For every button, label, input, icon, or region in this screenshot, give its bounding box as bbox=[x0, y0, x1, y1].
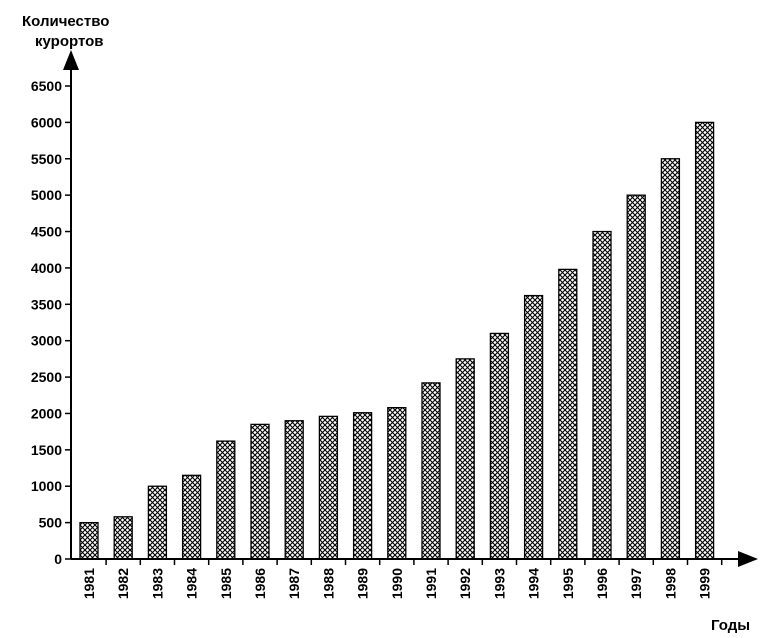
x-tick-label-1990: 1990 bbox=[389, 568, 405, 599]
y-tick-label: 6500 bbox=[31, 78, 62, 94]
y-tick-label: 6000 bbox=[31, 114, 62, 130]
x-tick-label-1988: 1988 bbox=[320, 568, 336, 599]
bar-1999 bbox=[694, 121, 715, 560]
y-tick-label: 1000 bbox=[31, 478, 62, 494]
x-axis-ticks: 1981 1982 1983 1984 1985 1986 1987 1988 1989 1990… bbox=[81, 559, 723, 599]
x-tick-label-1981: 1981 bbox=[81, 568, 97, 599]
y-tick-label: 1500 bbox=[31, 442, 62, 458]
y-tick-label: 500 bbox=[39, 515, 63, 531]
y-tick-label: 0 bbox=[54, 551, 62, 567]
bar-1997 bbox=[626, 194, 646, 560]
x-tick-label-1986: 1986 bbox=[252, 568, 268, 599]
bar-1985 bbox=[216, 440, 236, 560]
y-axis-title-line2: курортов bbox=[35, 33, 103, 50]
x-tick-label-1991: 1991 bbox=[423, 568, 439, 599]
bar-1988 bbox=[318, 415, 339, 560]
x-tick-label-1993: 1993 bbox=[491, 568, 507, 599]
bar-1987 bbox=[284, 420, 304, 560]
x-tick-label-1994: 1994 bbox=[526, 568, 542, 599]
x-tick-label-1987: 1987 bbox=[286, 568, 302, 599]
y-tick-label: 4000 bbox=[31, 260, 62, 276]
y-tick-label: 4500 bbox=[31, 224, 62, 240]
bar-1986 bbox=[250, 423, 270, 560]
x-tick-label-1996: 1996 bbox=[594, 568, 610, 599]
y-tick-label: 5500 bbox=[31, 151, 62, 167]
x-tick-label-1995: 1995 bbox=[560, 568, 576, 599]
x-tick-label-1989: 1989 bbox=[355, 568, 371, 599]
bar-1994 bbox=[523, 294, 544, 560]
x-tick-label-1992: 1992 bbox=[457, 568, 473, 599]
y-axis-title-line1: Количество bbox=[22, 13, 109, 30]
y-tick-label: 3000 bbox=[31, 333, 62, 349]
bar-1981 bbox=[79, 521, 99, 560]
x-tick-label-1983: 1983 bbox=[149, 568, 165, 599]
x-tick-label-1998: 1998 bbox=[662, 568, 678, 599]
bars bbox=[79, 121, 715, 560]
bar-1984 bbox=[181, 474, 202, 560]
y-axis-ticks: 0 500 1000 1500 2000 2500 3000 3500 4000 4500 5000… bbox=[31, 78, 71, 567]
x-tick-label-1997: 1997 bbox=[628, 568, 644, 599]
x-tick-label-1984: 1984 bbox=[184, 568, 200, 599]
y-tick-label: 2000 bbox=[31, 405, 62, 421]
x-axis-title: Годы bbox=[711, 617, 750, 634]
bar-1989 bbox=[352, 412, 373, 560]
bar-1982 bbox=[113, 516, 133, 560]
y-tick-label: 2500 bbox=[31, 369, 62, 385]
x-tick-label-1982: 1982 bbox=[115, 568, 131, 599]
bar-1990 bbox=[387, 406, 407, 560]
bar-1983 bbox=[147, 485, 168, 560]
y-tick-label: 5000 bbox=[31, 187, 62, 203]
bar-1991 bbox=[421, 382, 441, 560]
bar-1992 bbox=[455, 358, 475, 560]
x-tick-label-1985: 1985 bbox=[218, 568, 234, 599]
y-tick-label: 3500 bbox=[31, 296, 62, 312]
bar-1998 bbox=[660, 158, 681, 560]
bar-1996 bbox=[592, 230, 612, 560]
x-tick-label-1999: 1999 bbox=[697, 568, 713, 599]
bar-1993 bbox=[489, 332, 510, 560]
bar-1995 bbox=[558, 268, 578, 560]
